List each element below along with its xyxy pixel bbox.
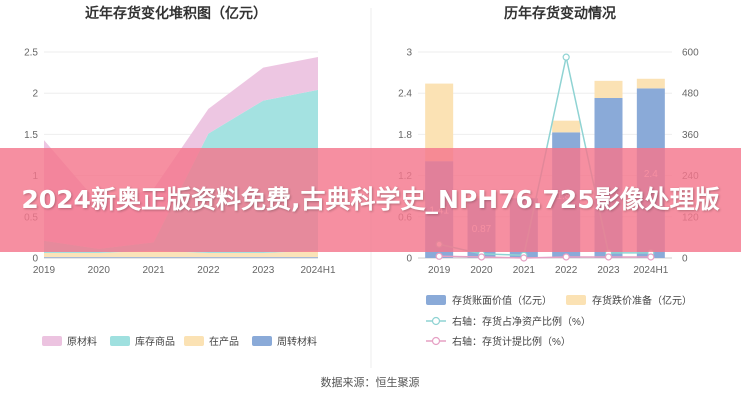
legend-label-provision_ratio: 右轴：存货计提比例（%）: [452, 335, 571, 348]
bar-impairment: [552, 120, 581, 133]
right-x-tick-label: 2019: [428, 265, 451, 276]
area-revolving: [44, 257, 318, 258]
right-y-tick-label: 1.8: [398, 130, 412, 141]
left-x-tick-label: 2023: [252, 265, 275, 276]
legend-marker-ratio_net_assets: [431, 316, 441, 326]
data-source: 数据来源：恒生聚源: [321, 375, 420, 389]
promo-banner[interactable]: 2024新奥正版资料免费,古典科学史_NPH76.725影像处理版: [0, 148, 741, 252]
left-x-tick-label: 2024H1: [300, 265, 335, 276]
legend-swatch-raw_materials: [42, 336, 62, 346]
area-wip: [44, 250, 318, 258]
legend-label-revolving: 周转材料: [277, 335, 317, 348]
legend-swatch-book_value: [426, 295, 446, 305]
left-x-tick-label: 2019: [33, 265, 56, 276]
legend-swatch-wip: [184, 336, 204, 346]
point-provision_ratio: [477, 253, 486, 261]
left-legend: 原材料 库存商品 在产品 周转材料: [42, 335, 317, 348]
right-x-tick-label: 2023: [597, 265, 620, 276]
point-provision_ratio: [435, 252, 443, 260]
legend-label-ratio_net_assets: 右轴：存货占净资产比例（%）: [452, 315, 591, 328]
legend-label-inventory_goods: 库存商品: [135, 335, 175, 348]
right-y2-tick-label: 360: [682, 130, 699, 141]
point-provision_ratio: [520, 254, 528, 262]
left-y-tick-label: 2.5: [24, 48, 38, 59]
line-provision_ratio: [439, 255, 651, 259]
legend-swatch-impairment: [566, 295, 586, 305]
legend-swatch-revolving: [252, 336, 272, 346]
right-x-tick-label: 2021: [513, 265, 536, 276]
left-x-tick-label: 2020: [88, 265, 111, 276]
left-x-tick-label: 2022: [197, 265, 220, 276]
left-x-axis-ticks: 2019 2020 2021 2022 2023 2024H1: [33, 265, 336, 276]
legend-swatch-inventory_goods: [110, 336, 130, 346]
legend-label-book_value: 存货账面价值（亿元）: [452, 294, 552, 307]
right-x-axis-ticks: 2019 2020 2021 2022 2023 2024H1: [428, 265, 669, 276]
right-x-tick-label: 2020: [470, 265, 493, 276]
left-y-tick-label: 2: [32, 89, 38, 100]
right-y-tick-label: 2.4: [398, 89, 412, 100]
right-y2-tick-label: 0: [682, 254, 688, 265]
right-x-tick-label: 2022: [555, 265, 578, 276]
promo-banner-text: 2024新奥正版资料免费,古典科学史_NPH76.725影像处理版: [21, 185, 720, 214]
left-y-tick-label: 1.5: [24, 130, 38, 141]
left-x-tick-label: 2021: [142, 265, 165, 276]
bar-impairment: [636, 78, 665, 89]
right-y2-tick-label: 480: [682, 89, 699, 100]
point-ratio_net_assets: [562, 53, 570, 61]
legend-label-impairment: 存货跌价准备（亿元）: [592, 294, 692, 307]
point-provision_ratio: [562, 253, 570, 261]
point-provision_ratio: [604, 253, 613, 261]
left-chart-title: 近年存货变化堆积图（亿元）: [85, 5, 267, 21]
right-x-tick-label: 2024H1: [633, 265, 668, 276]
legend-label-raw_materials: 原材料: [67, 335, 97, 348]
point-provision_ratio: [647, 253, 655, 261]
right-y-tick-label: 0: [406, 254, 412, 265]
right-y2-tick-label: 600: [682, 48, 699, 59]
bar-impairment: [594, 80, 623, 99]
right-y-tick-label: 3: [406, 48, 412, 59]
right-legend: 存货账面价值（亿元） 存货跌价准备（亿元）右轴：存货占净资产比例（%） 右轴：存货计…: [426, 294, 692, 348]
right-line-series: [435, 53, 655, 262]
legend-marker-provision_ratio: [431, 336, 441, 346]
left-y-tick-label: 0: [32, 254, 38, 265]
legend-label-wip: 在产品: [209, 335, 239, 348]
right-chart-title: 历年存货变动情况: [504, 5, 616, 21]
